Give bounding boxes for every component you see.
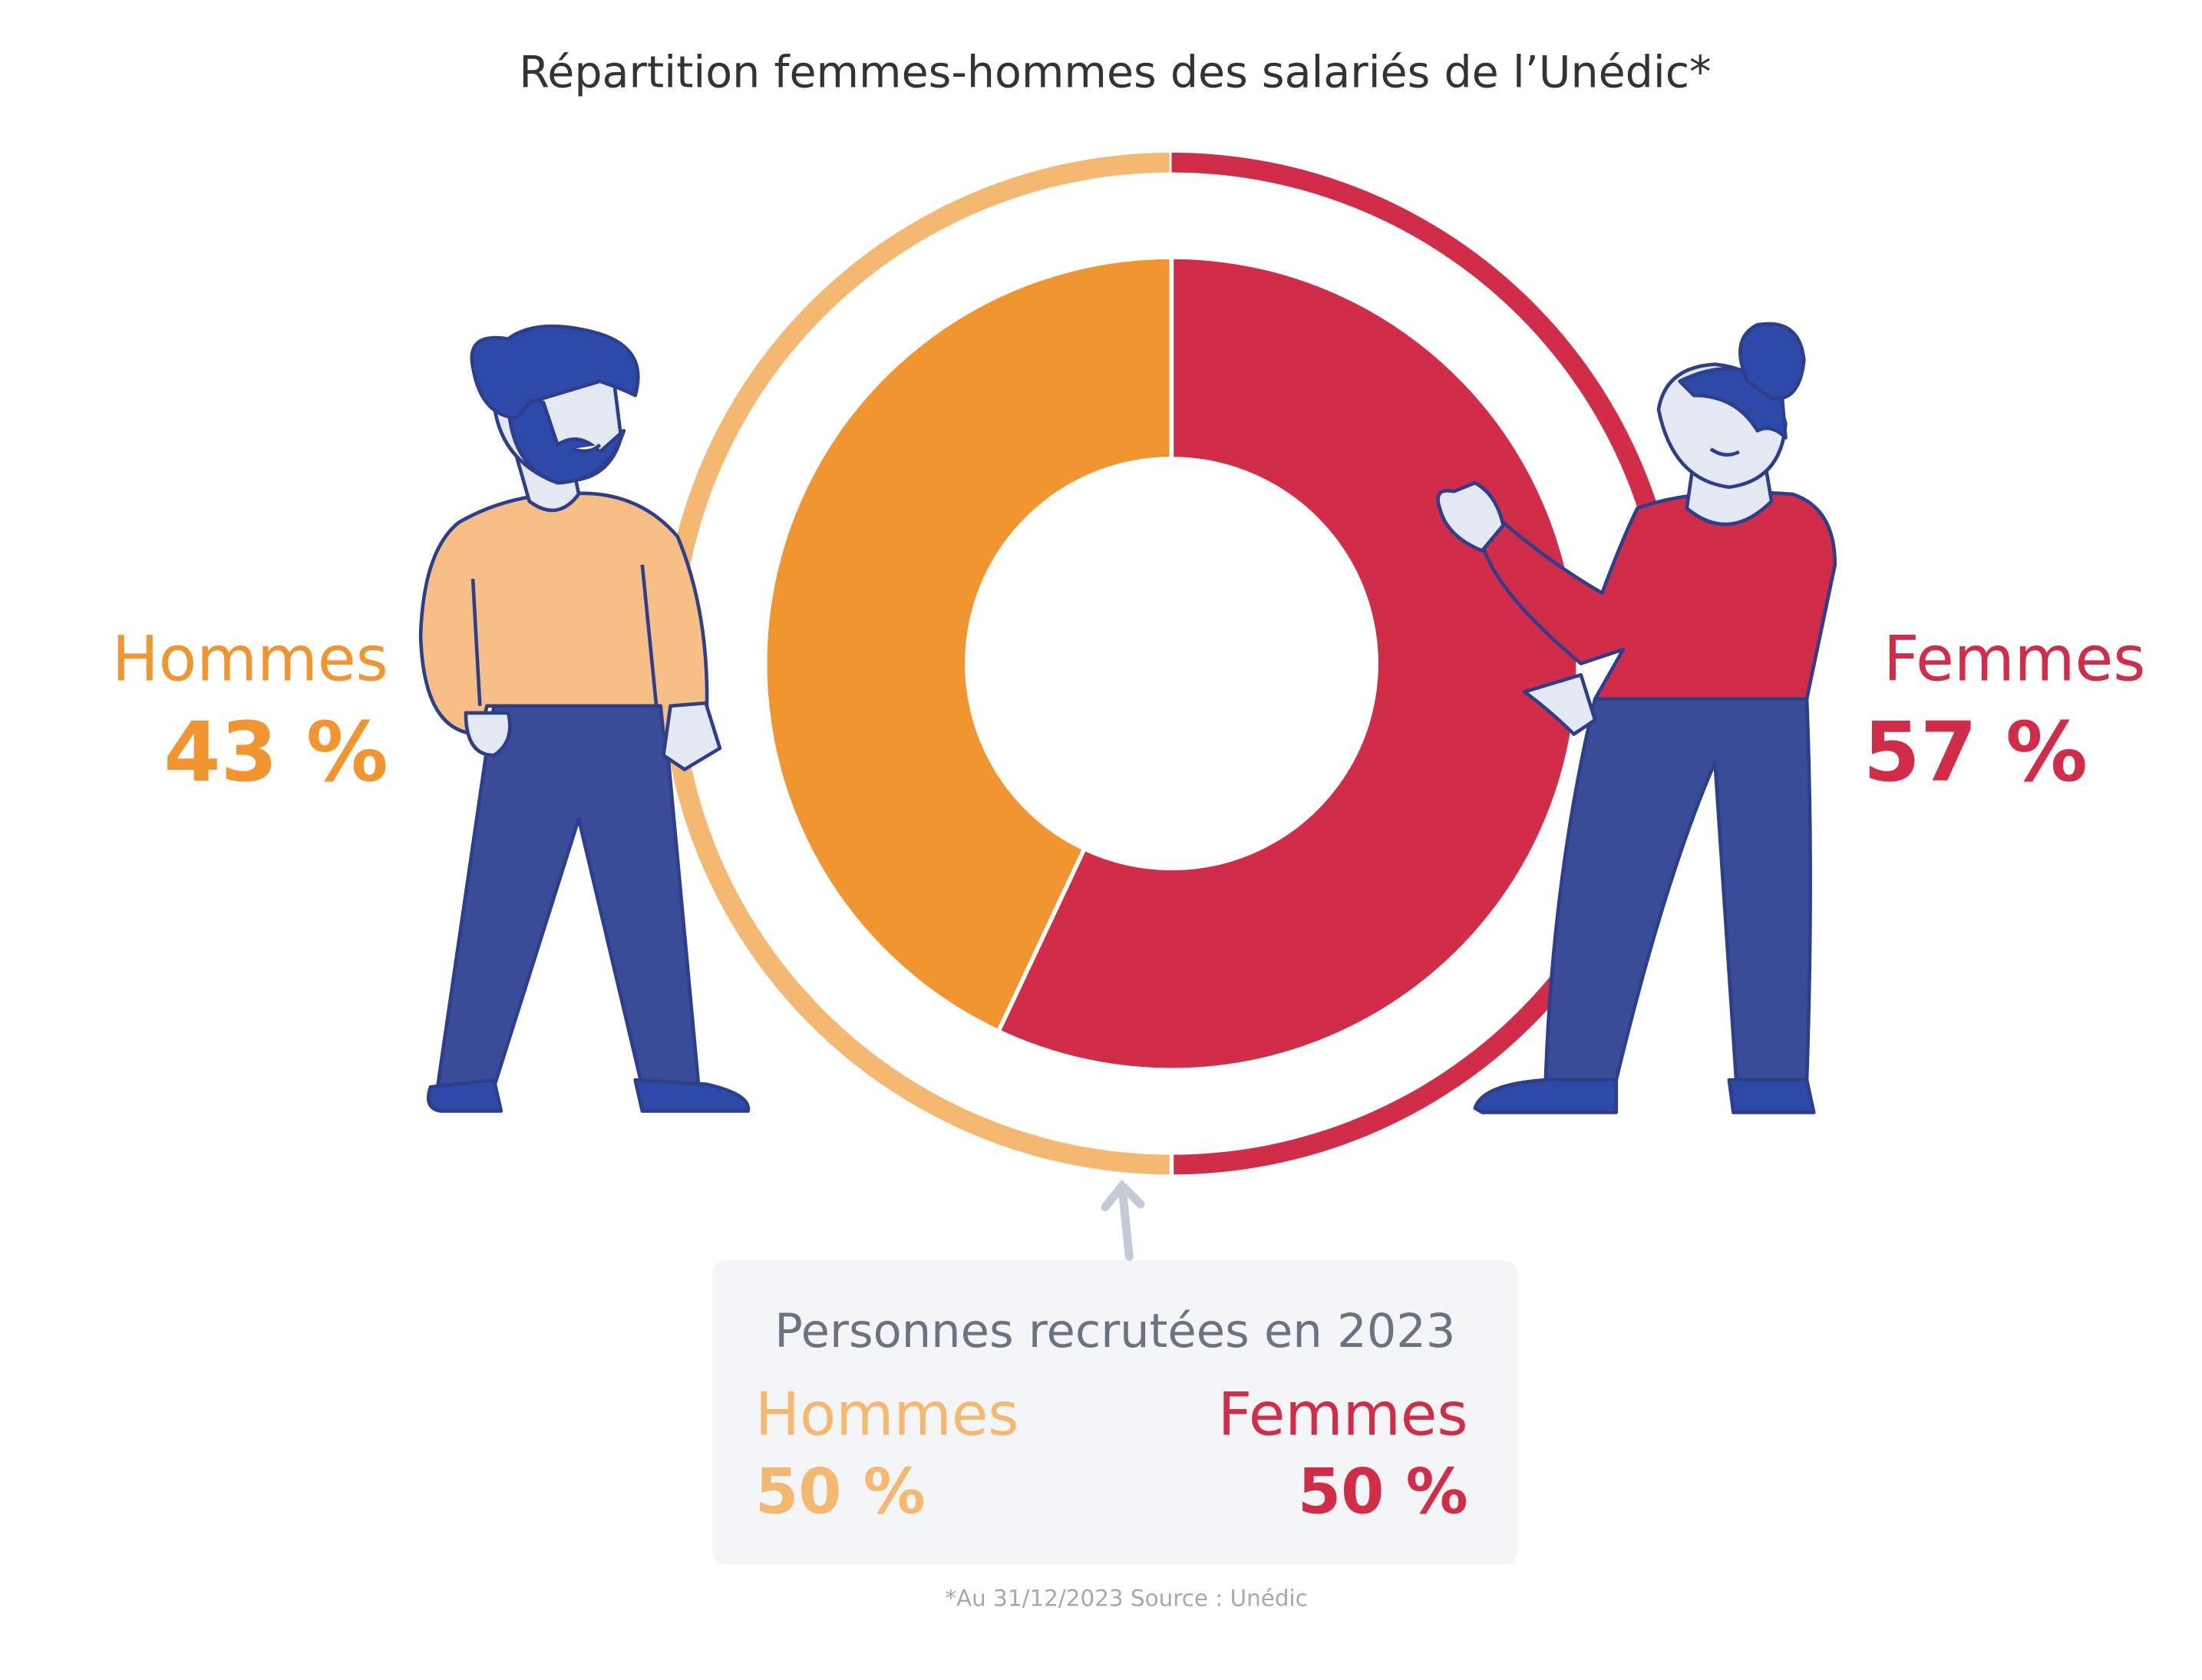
- value-label: 57 %: [1864, 705, 2088, 800]
- chart-title: Répartition femmes-hommes des salariés d…: [519, 47, 1711, 97]
- footnote: *Au 31/12/2023 Source : Unédic: [945, 1585, 1308, 1611]
- value-label: 50 %: [1298, 1457, 1468, 1529]
- box-title: Personnes recrutées en 2023: [774, 1305, 1455, 1358]
- arrow: [1101, 1179, 1145, 1261]
- rings: [660, 150, 1683, 1178]
- legend-label: Hommes: [112, 624, 388, 696]
- slice: [763, 255, 1174, 1035]
- value-label: 43 %: [163, 705, 388, 800]
- woman-illustration: [1436, 322, 1837, 1114]
- legend-label: Hommes: [755, 1381, 1019, 1450]
- value-label: 50 %: [755, 1457, 926, 1529]
- slice: [995, 255, 1580, 1073]
- man-illustration: [418, 324, 751, 1113]
- recruitment-box: [712, 1260, 1518, 1564]
- legend-label: Femmes: [1218, 1381, 1468, 1450]
- legend-label: Femmes: [1883, 624, 2145, 696]
